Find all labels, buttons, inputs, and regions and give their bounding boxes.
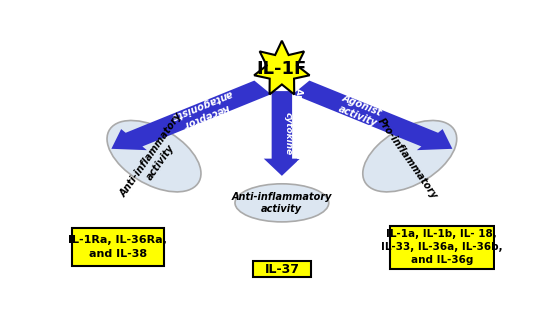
Text: Anti-inflammatory
activity: Anti-inflammatory activity — [118, 111, 194, 206]
Text: Receptor
antagonists: Receptor antagonists — [170, 88, 238, 133]
FancyBboxPatch shape — [389, 226, 494, 269]
FancyBboxPatch shape — [253, 261, 311, 277]
Text: IL-1Ra, IL-36Ra,
and IL-38: IL-1Ra, IL-36Ra, and IL-38 — [68, 235, 167, 259]
Text: IL-1F: IL-1F — [257, 60, 307, 78]
Text: Agonist
activity: Agonist activity — [336, 93, 383, 129]
FancyArrow shape — [293, 81, 452, 150]
Text: IL-1a, IL-1b, IL- 18,
IL-33, IL-36a, IL-36b,
and IL-36g: IL-1a, IL-1b, IL- 18, IL-33, IL-36a, IL-… — [381, 229, 503, 265]
Text: Pro-inflammatory: Pro-inflammatory — [376, 116, 439, 201]
Ellipse shape — [363, 121, 456, 192]
FancyBboxPatch shape — [72, 228, 163, 266]
Ellipse shape — [235, 184, 329, 222]
Text: Anti-inflammatory
cytokine: Anti-inflammatory cytokine — [284, 87, 304, 180]
Ellipse shape — [107, 121, 201, 192]
FancyArrow shape — [264, 91, 300, 176]
Text: IL-37: IL-37 — [265, 263, 299, 276]
FancyArrow shape — [111, 81, 271, 150]
Text: Anti-inflammatory
activity: Anti-inflammatory activity — [232, 192, 332, 214]
Polygon shape — [254, 41, 310, 94]
